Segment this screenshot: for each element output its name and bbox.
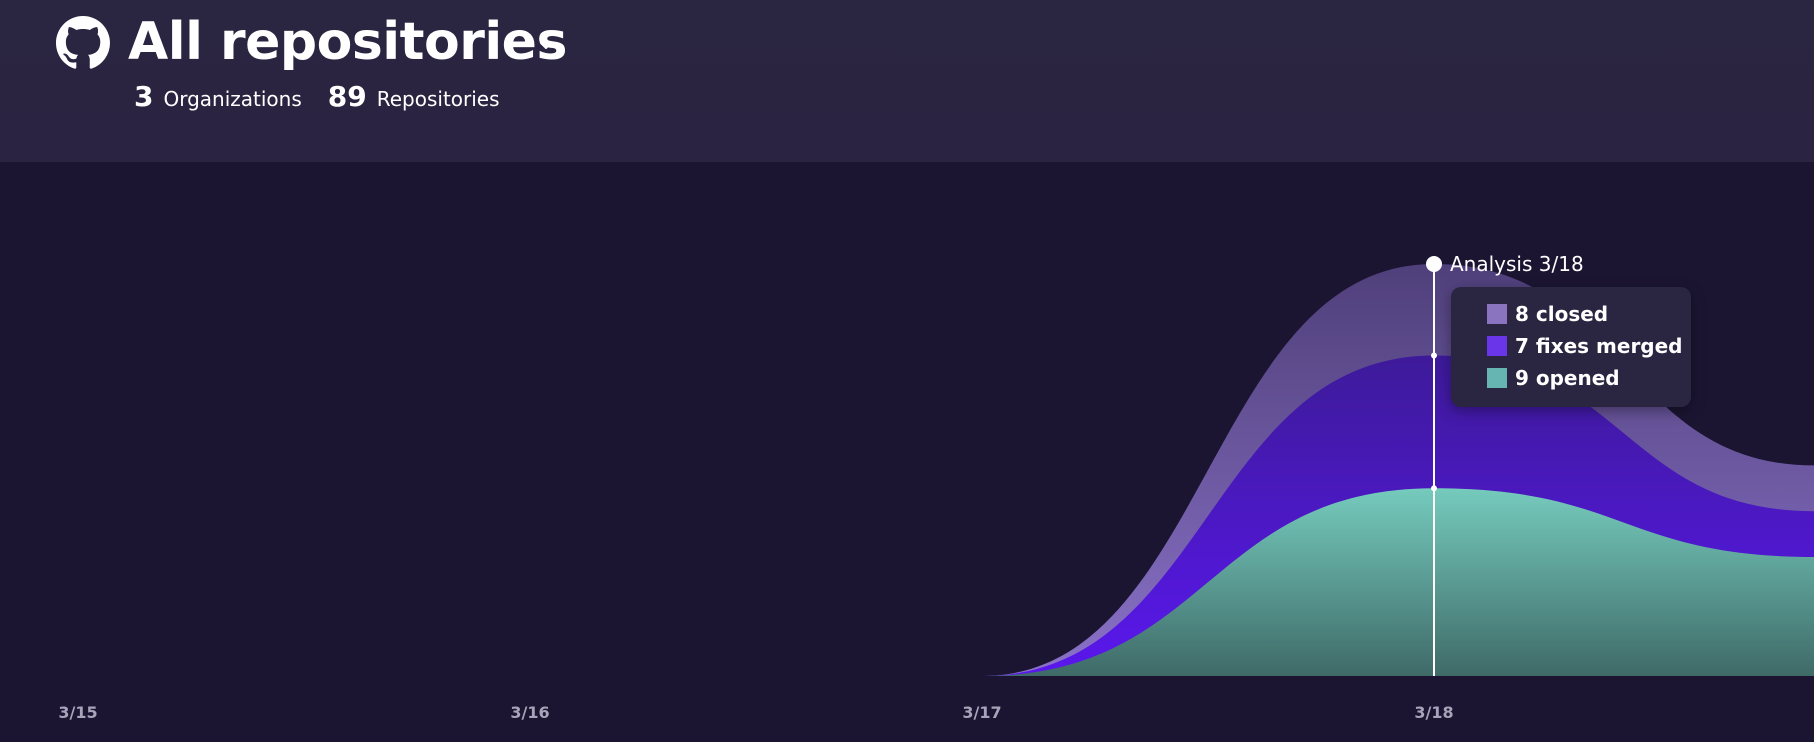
repositories-label: Repositories	[376, 87, 500, 111]
closed-swatch	[1487, 304, 1507, 324]
tooltip-opened-text: 9 opened	[1515, 366, 1620, 390]
tooltip-closed-text: 8 closed	[1515, 302, 1609, 326]
chart-svg: Analysis 3/18 3/15 3/16 3/17 3/18	[58, 252, 1814, 722]
organizations-label: Organizations	[163, 87, 302, 111]
activity-chart: Analysis 3/18 3/15 3/16 3/17 3/18 8 closed …	[0, 162, 1814, 742]
github-icon[interactable]	[56, 16, 110, 70]
tooltip-row-fixes-merged: 7 fixes merged	[1487, 334, 1683, 358]
page-header: All repositories 3 Organizations 89 Repo…	[0, 0, 1814, 162]
header-stats: 3 Organizations 89 Repositories	[134, 80, 526, 113]
organizations-count: 3	[134, 80, 154, 113]
x-tick-label: 3/16	[510, 703, 549, 722]
repositories-count: 89	[327, 80, 367, 113]
tooltip-row-opened: 9 opened	[1487, 366, 1620, 390]
marker-dot[interactable]	[1426, 256, 1442, 272]
page-title: All repositories	[128, 12, 567, 72]
x-tick-label: 3/17	[962, 703, 1001, 722]
opened-swatch	[1487, 368, 1507, 388]
x-tick-label: 3/18	[1414, 703, 1453, 722]
marker-label: Analysis 3/18	[1450, 252, 1584, 276]
tooltip-row-closed: 8 closed	[1487, 302, 1608, 326]
chevron-down-icon[interactable]	[536, 36, 556, 56]
marker-point-0	[1431, 352, 1437, 359]
tooltip-fixes-merged-text: 7 fixes merged	[1515, 334, 1683, 358]
fixes-merged-swatch	[1487, 336, 1507, 356]
area-opened	[982, 488, 1814, 676]
x-tick-label: 3/15	[58, 703, 97, 722]
chart-tooltip: 8 closed 7 fixes merged 9 opened	[1451, 287, 1691, 407]
marker-point-1	[1431, 485, 1437, 492]
